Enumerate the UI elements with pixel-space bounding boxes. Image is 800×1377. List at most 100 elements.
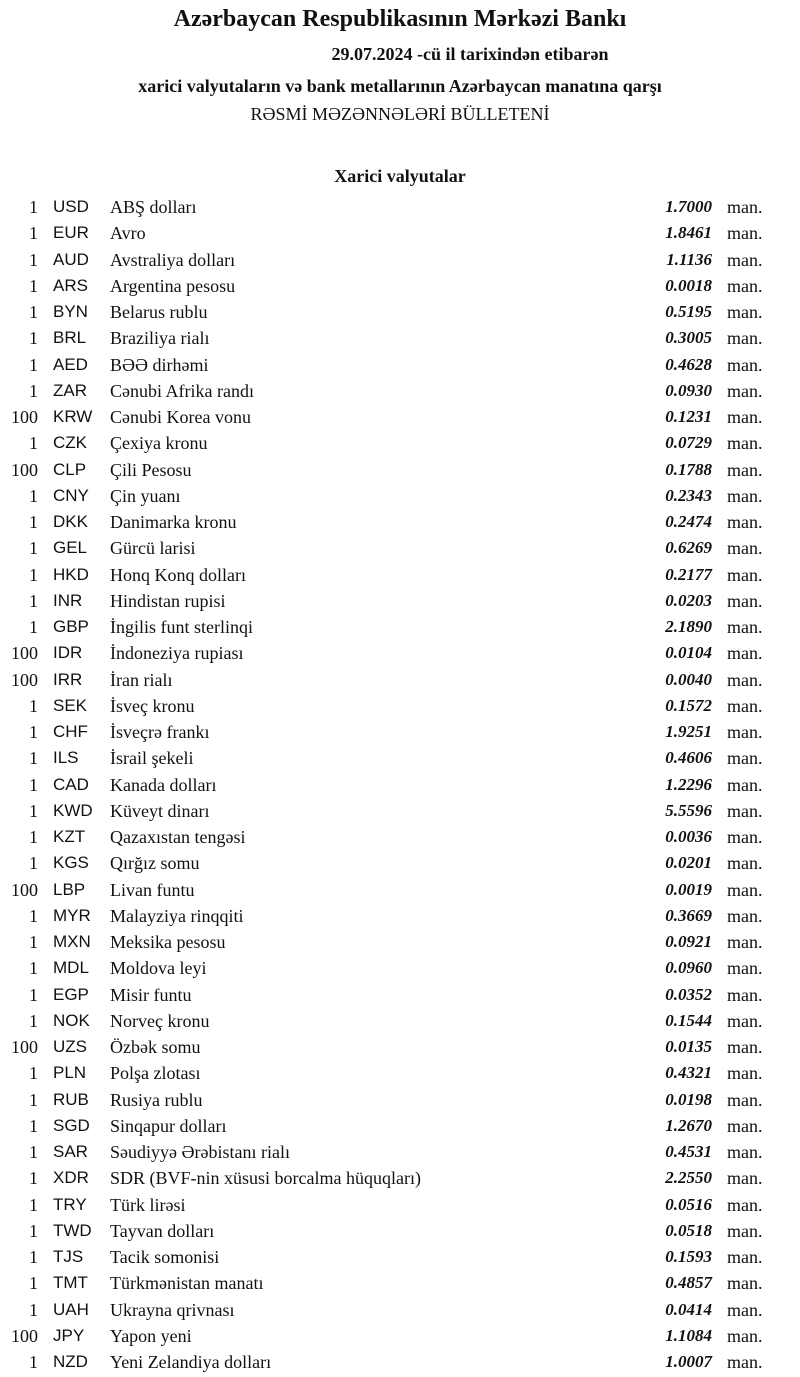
rate-cell: 1.1084 [665,1325,712,1345]
name-cell: Sinqapur dolları [110,1115,227,1136]
unit-cell: man. [727,722,763,742]
code-cell: JPY [53,1325,85,1345]
amount-cell: 1 [29,932,38,952]
amount-cell: 1 [29,1115,38,1136]
rate-cell: 0.0040 [665,669,712,689]
unit-cell: man. [727,1273,763,1294]
code-cell: HKD [53,564,89,584]
unit-cell: man. [727,538,763,559]
table-row: 1 TJS Tacik somonisi 0.1593 man. [0,1244,800,1270]
rate-cell: 0.0019 [665,879,712,899]
unit-cell: man. [727,459,763,480]
rate-cell: 0.0018 [665,275,712,295]
name-cell: Honq Konq dolları [110,564,246,585]
unit-cell: man. [727,774,763,795]
unit-cell: man. [727,302,763,322]
name-cell: Çin yuanı [110,485,181,506]
rate-cell: 0.0203 [665,590,712,610]
name-cell: Malayziya rinqqiti [110,905,244,926]
amount-cell: 1 [29,800,38,821]
code-cell: UZS [53,1037,87,1056]
table-row: 1 ZAR Cənubi Afrika randı 0.0930 man. [0,378,800,404]
amount-cell: 1 [29,827,38,847]
amount-cell: 1 [29,722,38,742]
amount-cell: 1 [29,512,38,532]
code-cell: AED [53,354,88,374]
name-cell: Qırğız somu [110,853,200,874]
table-row: 1 BRL Braziliya rialı 0.3005 man. [0,325,800,351]
unit-cell: man. [727,695,763,716]
table-row: 1 EGP Misir funtu 0.0352 man. [0,982,800,1008]
name-cell: Belarus rublu [110,302,208,322]
unit-cell: man. [727,669,763,690]
unit-cell: man. [727,932,763,952]
rate-cell: 0.1593 [665,1247,712,1266]
name-cell: Danimarka kronu [110,512,237,532]
code-cell: EUR [53,223,89,243]
amount-cell: 1 [29,1247,38,1267]
amount-cell: 1 [29,1220,38,1241]
code-cell: SAR [53,1142,88,1161]
code-cell: GBP [53,617,89,636]
unit-cell: man. [727,275,763,296]
amount-cell: 1 [29,302,38,322]
bulletin-title: RƏSMİ MƏZƏNNƏLƏRİ BÜLLETENİ [250,104,550,124]
name-cell: Argentina pesosu [110,275,236,296]
rate-cell: 0.5195 [665,302,712,321]
table-row: 100 IRR İran rialı 0.0040 man. [0,667,800,693]
rate-cell: 1.9251 [665,722,712,741]
name-cell: Cənubi Korea vonu [110,407,251,427]
name-cell: Misir funtu [110,984,192,1005]
unit-cell: man. [727,590,763,611]
amount-cell: 1 [29,328,38,349]
unit-cell: man. [727,485,763,506]
name-cell: Avstraliya dolları [110,249,236,270]
table-row: 1 PLN Polşa zlotası 0.4321 man. [0,1060,800,1086]
unit-cell: man. [727,800,763,821]
table-row: 1 USD ABŞ dolları 1.7000 man. [0,194,800,220]
code-cell: PLN [53,1063,87,1083]
rate-cell: 0.2343 [665,485,712,505]
amount-cell: 1 [29,590,38,611]
rate-cell: 1.8461 [665,223,712,243]
rate-cell: 0.0729 [665,433,712,453]
table-row: 1 XDR SDR (BVF-nin xüsusi borcalma hüquqla… [0,1165,800,1191]
rate-cell: 1.2670 [665,1115,712,1135]
table-row: 1 CAD Kanada dolları 1.2296 man. [0,772,800,798]
rate-cell: 0.3005 [665,328,712,348]
code-cell: NOK [53,1010,90,1030]
date-line: 29.07.2024 -cü il tarixindən etibarən [331,44,609,64]
rate-cell: 1.2296 [665,774,712,794]
table-row: 100 JPY Yapon yeni 1.1084 man. [0,1323,800,1349]
unit-cell: man. [727,748,763,769]
name-cell: Hindistan rupisi [110,590,226,611]
code-cell: CZK [53,433,87,453]
unit-cell: man. [727,879,763,900]
amount-cell: 100 [11,879,38,900]
amount-cell: 1 [29,197,38,217]
code-cell: CLP [53,459,87,479]
table-row: 1 TMT Türkmənistan manatı 0.4857 man. [0,1270,800,1296]
table-row: 1 BYN Belarus rublu 0.5195 man. [0,299,800,325]
unit-cell: man. [727,197,763,217]
amount-cell: 1 [29,485,38,506]
name-cell: Çili Pesosu [110,459,192,480]
table-row: 1 SEK İsveç kronu 0.1572 man. [0,693,800,719]
rate-cell: 0.1544 [665,1010,712,1030]
amount-cell: 1 [29,1168,38,1189]
table-row: 1 KWD Küveyt dinarı 5.5596 man. [0,798,800,824]
unit-cell: man. [727,1247,763,1267]
unit-cell: man. [727,1063,763,1084]
rate-cell: 0.2177 [665,564,712,584]
rate-cell: 0.0921 [665,932,712,951]
unit-cell: man. [727,1010,763,1031]
table-row: 1 CHF İsveçrə frankı 1.9251 man. [0,719,800,745]
amount-cell: 1 [29,1142,38,1162]
rate-cell: 0.0352 [665,984,712,1004]
table-row: 1 CNY Çin yuanı 0.2343 man. [0,483,800,509]
name-cell: Rusiya rublu [110,1089,203,1110]
unit-cell: man. [727,1352,763,1372]
code-cell: KRW [53,407,93,426]
name-cell: Türkmənistan manatı [110,1273,264,1294]
unit-cell: man. [727,1325,763,1346]
